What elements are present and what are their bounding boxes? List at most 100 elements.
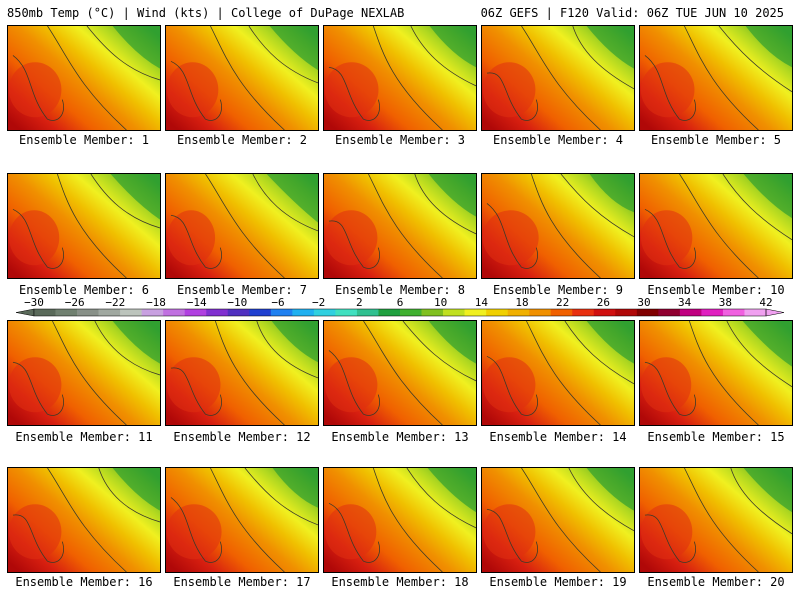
contour-line	[688, 321, 759, 425]
cool-area	[586, 468, 634, 511]
cool-area	[112, 321, 160, 364]
contour-line	[12, 514, 64, 563]
colorbar-swatch	[593, 309, 616, 316]
header-right-title: 06Z GEFS | F120 Valid: 06Z TUE JUN 10 20…	[480, 6, 784, 20]
contour-line	[560, 174, 634, 238]
contour-line	[414, 174, 476, 235]
ensemble-member-map	[323, 173, 477, 279]
contour-line	[86, 26, 160, 81]
colorbar-swatch	[507, 309, 530, 316]
colorbar-tick-label: 34	[678, 296, 692, 309]
ensemble-member-map	[481, 320, 635, 426]
ensemble-member-label: Ensemble Member: 12	[173, 430, 311, 444]
contour-line	[210, 468, 285, 572]
contour-line	[572, 26, 634, 90]
ensemble-member-label: Ensemble Member: 13	[331, 430, 469, 444]
contour-line	[98, 468, 160, 523]
colorbar-swatch	[701, 309, 724, 316]
colorbar-tick-label: 42	[759, 296, 772, 309]
cool-area	[428, 321, 476, 364]
colorbar-tick-label: 10	[434, 296, 447, 309]
cool-area	[586, 321, 634, 364]
temperature-colorbar: −30 −26 −22 −18 −14 −10 −6 −2 2 6 10 14 18 22 26 30 34 38…	[15, 296, 785, 317]
cool-area	[110, 174, 160, 220]
warm-core-area	[482, 357, 536, 413]
colorbar-swatch	[98, 309, 121, 316]
contour-line	[170, 497, 222, 563]
colorbar-swatch	[227, 309, 250, 316]
colorbar-tick-label: −10	[227, 296, 247, 309]
ensemble-member-map	[639, 320, 793, 426]
warm-core-area	[482, 504, 536, 560]
colorbar-swatch	[421, 309, 444, 316]
contour-line	[644, 361, 696, 416]
warm-core-area	[324, 210, 378, 266]
colorbar-tick-label: −26	[65, 296, 85, 309]
colorbar-tick-label: −14	[187, 296, 207, 309]
contour-line	[328, 350, 380, 416]
ensemble-member-map	[7, 320, 161, 426]
contour-line	[248, 26, 318, 84]
contour-line	[684, 26, 759, 130]
contour-line	[205, 174, 285, 278]
contour-line	[722, 174, 792, 241]
colorbar-tick-label: 22	[556, 296, 569, 309]
ensemble-member-map	[639, 467, 793, 573]
ensemble-member-label: Ensemble Member: 15	[647, 430, 785, 444]
colorbar-swatch	[636, 309, 659, 316]
ensemble-member-map	[7, 467, 161, 573]
colorbar-tick-label: −30	[24, 296, 44, 309]
colorbar-tick-label: 2	[356, 296, 363, 309]
contour-line	[530, 174, 601, 278]
ensemble-member-label: Ensemble Member: 20	[647, 575, 785, 589]
warm-core-area	[324, 504, 377, 560]
colorbar-swatch	[744, 309, 767, 316]
ensemble-member-map	[481, 467, 635, 573]
ensemble-member-label: Ensemble Member: 8	[334, 283, 466, 297]
colorbar-swatch	[313, 309, 336, 316]
cool-area	[112, 26, 160, 69]
warm-core-area	[640, 504, 693, 560]
colorbar-swatch	[658, 309, 681, 316]
colorbar-swatch	[486, 309, 508, 316]
colorbar-tick-label: −22	[105, 296, 125, 309]
cool-area	[429, 26, 476, 68]
warm-core-area	[482, 210, 539, 266]
contour-line	[170, 60, 222, 121]
contour-line	[526, 321, 601, 425]
contour-line	[244, 468, 318, 526]
warm-core-area	[166, 504, 222, 560]
contour-line	[12, 55, 64, 121]
cool-area	[112, 468, 160, 511]
cool-area	[266, 174, 318, 223]
contour-line	[210, 26, 285, 130]
ensemble-member-map	[165, 25, 319, 131]
ensemble-member-map	[323, 320, 477, 426]
cool-area	[743, 468, 792, 513]
colorbar-swatch	[270, 309, 293, 316]
colorbar-swatch	[722, 309, 745, 316]
warm-core-area	[8, 62, 62, 118]
colorbar-tick-label: −6	[271, 296, 284, 309]
colorbar-swatch	[120, 309, 142, 316]
colorbar-left-arrow	[15, 308, 35, 317]
contour-line	[726, 321, 792, 388]
colorbar-tick-label: −18	[146, 296, 166, 309]
contour-line	[486, 203, 538, 269]
contour-line	[363, 321, 443, 425]
cool-area	[586, 26, 634, 69]
contour-line	[410, 26, 476, 87]
contour-line	[56, 174, 127, 278]
colorbar-swatch	[55, 309, 78, 316]
ensemble-member-map	[165, 467, 319, 573]
ensemble-member-map	[481, 25, 635, 131]
warm-core-area	[640, 210, 693, 266]
colorbar-right-arrow	[765, 308, 785, 317]
contour-line	[564, 321, 634, 385]
contour-line	[94, 321, 160, 376]
contour-line	[328, 502, 380, 563]
warm-core-area	[324, 357, 378, 413]
warm-core-area	[8, 357, 62, 413]
ensemble-member-label: Ensemble Member: 19	[489, 575, 627, 589]
colorbar-swatch	[443, 309, 465, 316]
